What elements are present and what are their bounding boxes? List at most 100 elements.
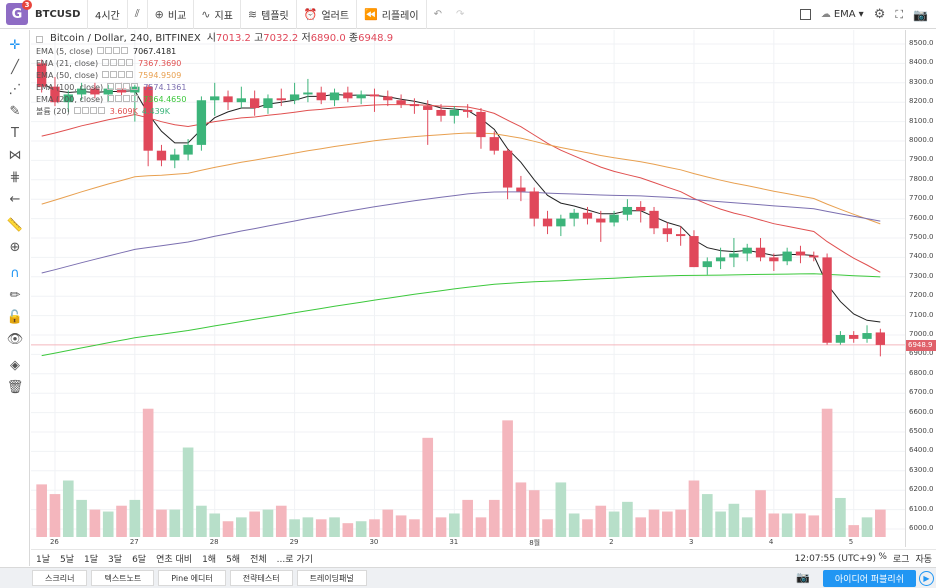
price-axis[interactable]: 8500.0 8400.0 8300.0 8200.0 8100.0 8000.0 7900… — [905, 30, 936, 547]
crosshair-icon[interactable]: ✛ — [9, 37, 21, 53]
undo-button[interactable]: ↶ — [427, 0, 449, 29]
indicator-controls[interactable] — [102, 70, 134, 82]
trash-icon[interactable]: 🗑 — [6, 379, 24, 395]
lock-icon[interactable]: 🔓 — [6, 309, 24, 325]
publish-idea-button[interactable]: 아이디어 퍼블리쉬 — [822, 570, 916, 587]
brush-icon[interactable]: ✎ — [9, 103, 21, 119]
fib-icon[interactable]: ⋰ — [8, 81, 22, 97]
range-button[interactable]: 1달 — [84, 555, 99, 565]
fullscreen-icon[interactable]: ⛶ — [895, 7, 904, 21]
volume-bar — [102, 511, 114, 537]
footer-tab[interactable]: Pine 에디터 — [158, 570, 226, 586]
indicators-button[interactable]: ∿ 지표 — [194, 0, 241, 29]
price-tick: 6200.0 — [909, 485, 934, 494]
camera-icon[interactable]: 📷 — [913, 7, 928, 22]
layout-icon[interactable] — [799, 9, 811, 20]
indicator-controls[interactable] — [73, 106, 106, 118]
ruler-icon[interactable]: 📏 — [6, 217, 24, 233]
volume-bar — [289, 519, 300, 537]
ema-50-line — [41, 132, 881, 225]
indicator-controls[interactable] — [107, 82, 139, 94]
candle-body — [223, 96, 233, 103]
templates-button[interactable]: ≋ 템플릿 — [241, 0, 297, 29]
legend-indicator-row[interactable]: 볼륨 (20) 3.609K 4.439K — [36, 106, 393, 118]
candle-body — [542, 218, 553, 227]
ema-5-line — [41, 82, 881, 323]
candle-body — [569, 212, 579, 219]
arrow-left-icon[interactable]: ← — [9, 191, 21, 207]
measure-lines-icon[interactable]: ⋕ — [9, 169, 21, 185]
indicator-name: EMA (100, close) — [36, 83, 104, 92]
auto-toggle[interactable]: 자동 — [915, 555, 932, 565]
footer-tab[interactable]: 스크리너 — [32, 570, 88, 586]
collapse-icon[interactable] — [36, 35, 43, 43]
compare-button[interactable]: ⊕ 비교 — [148, 0, 195, 29]
log-toggle[interactable]: 로그 — [892, 555, 910, 565]
legend-indicator-row[interactable]: EMA (50, close) 7594.9509 — [36, 70, 393, 82]
replay-label: 리플레이 — [381, 10, 419, 22]
date-axis[interactable]: 26 27 28 29 30 31 8월 2 3 4 5 — [31, 535, 905, 549]
date-tick: 5 — [848, 538, 854, 546]
pattern-icon[interactable]: ⋈ — [8, 147, 22, 163]
layers-icon[interactable]: ◈ — [10, 357, 20, 373]
legend-indicator-row[interactable]: EMA (200, close) 7364.4650 — [36, 94, 393, 106]
volume-bar — [568, 513, 580, 537]
price-tick: 8300.0 — [909, 77, 934, 86]
zoom-icon[interactable]: ⊕ — [9, 239, 21, 255]
candle-body — [236, 98, 247, 103]
range-button[interactable]: 1날 — [36, 555, 51, 565]
volume-bar — [315, 519, 327, 537]
volume-bar — [635, 517, 647, 537]
range-button[interactable]: 6달 — [132, 555, 147, 565]
interval-button[interactable]: 4시간 — [88, 0, 128, 29]
play-icon[interactable]: ▶ — [919, 571, 934, 586]
range-button[interactable]: ...로 가기 — [276, 555, 313, 565]
volume-bar — [169, 509, 181, 537]
indicator-name: EMA (200, close) — [36, 95, 104, 104]
percent-toggle[interactable]: % — [878, 552, 887, 562]
indicator-controls[interactable] — [107, 94, 139, 106]
range-button[interactable]: 5날 — [60, 555, 75, 565]
range-button[interactable]: 연초 대비 — [156, 555, 193, 565]
indicator-controls[interactable] — [102, 58, 134, 70]
ema-dropdown[interactable]: ☁ EMA ▾ — [821, 9, 864, 20]
chart-type-button[interactable]: ⫽ — [128, 0, 148, 29]
symbol-search-button[interactable]: BTCUSD — [28, 0, 88, 29]
range-button[interactable]: 전체 — [250, 555, 267, 565]
camera-icon[interactable]: 📷 — [796, 571, 810, 584]
volume-bar — [701, 494, 713, 537]
range-button[interactable]: 1해 — [202, 555, 217, 565]
volume-bar — [382, 509, 394, 537]
legend-indicator-row[interactable]: EMA (5, close) 7067.4181 — [36, 46, 393, 58]
price-chart[interactable] — [31, 30, 905, 547]
footer-tab[interactable]: 텍스트노트 — [91, 570, 155, 586]
ema-200-line — [41, 273, 881, 357]
indicator-controls[interactable] — [97, 46, 129, 58]
candle-body — [822, 257, 832, 343]
text-icon[interactable]: T — [11, 125, 19, 141]
range-button[interactable]: 3달 — [108, 555, 123, 565]
footer-tab[interactable]: 전략테스터 — [229, 570, 293, 586]
alerts-button[interactable]: ⏰ 얼러트 — [297, 0, 358, 29]
magnet-icon[interactable]: ∩ — [10, 265, 20, 281]
eye-icon[interactable]: 👁 — [6, 331, 24, 347]
pencil-lock-icon[interactable]: ✏ — [9, 287, 21, 303]
volume-bar — [209, 513, 221, 537]
volume-bars — [36, 408, 886, 537]
gear-icon[interactable]: ⚙ — [873, 7, 886, 22]
range-button[interactable]: 5해 — [226, 555, 241, 565]
legend-indicator-row[interactable]: EMA (100, close) 7574.1361 — [36, 82, 393, 94]
replay-button[interactable]: ⏪ 리플레이 — [357, 0, 427, 29]
candle-body — [329, 92, 340, 101]
candle-body — [263, 98, 273, 109]
clock-time[interactable]: 12:07:55 (UTC+9) — [794, 553, 876, 564]
candle-body — [143, 86, 153, 151]
candle-body — [103, 88, 113, 95]
redo-button[interactable]: ↷ — [449, 0, 471, 29]
volume-bar — [861, 517, 873, 537]
legend-indicator-row[interactable]: EMA (21, close) 7367.3690 — [36, 58, 393, 70]
footer-tab[interactable]: 트레이딩패널 — [296, 570, 367, 586]
candle-body — [849, 335, 859, 339]
trend-line-icon[interactable]: ╱ — [11, 59, 19, 75]
